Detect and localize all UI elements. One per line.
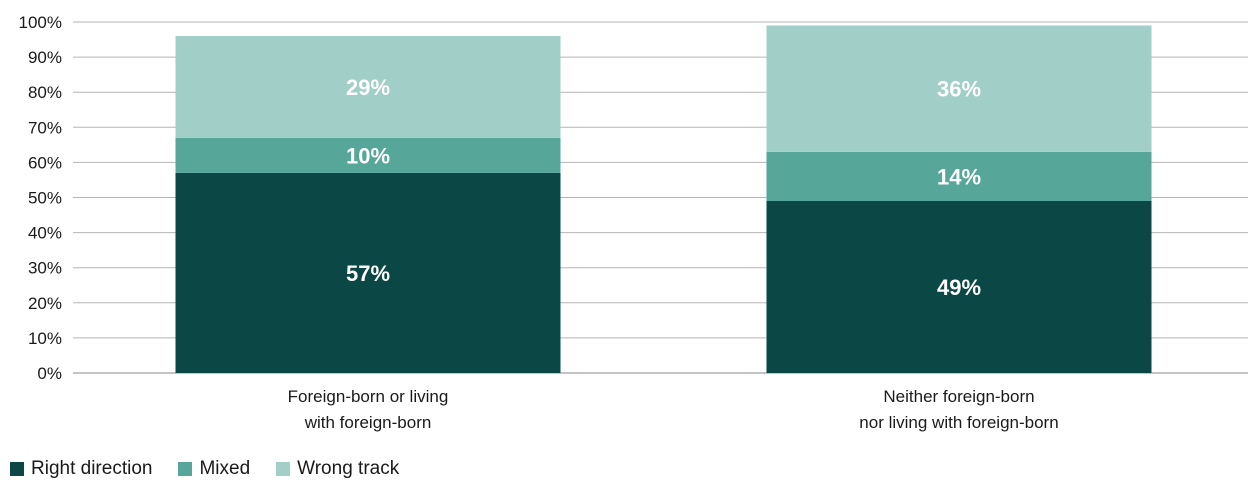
y-tick-label: 70% bbox=[28, 118, 62, 137]
legend-item-right-direction: Right direction bbox=[10, 458, 152, 480]
y-tick-label: 20% bbox=[28, 294, 62, 313]
bar-segment bbox=[175, 36, 561, 138]
stacked-bar-chart: 0% 10% 20% 30% 40% 50% 60% 70% 80% 90% 100% 57% 10% 2… bbox=[19, 13, 1248, 432]
y-tick-label: 60% bbox=[28, 153, 62, 172]
legend-item-mixed: Mixed bbox=[178, 458, 250, 480]
legend-swatch-right-direction bbox=[10, 462, 24, 476]
legend-label-wrong-track: Wrong track bbox=[297, 458, 400, 479]
y-tick-label: 30% bbox=[28, 259, 62, 278]
legend: Right direction Mixed Wrong track bbox=[10, 458, 425, 480]
y-tick-label: 0% bbox=[37, 364, 62, 383]
data-label: 49% bbox=[937, 275, 981, 300]
category-label: Foreign-born or living bbox=[288, 387, 449, 406]
data-label: 36% bbox=[937, 77, 981, 102]
legend-item-wrong-track: Wrong track bbox=[276, 458, 399, 480]
y-tick-label: 100% bbox=[19, 13, 62, 32]
data-label: 29% bbox=[346, 75, 390, 100]
bar-segment bbox=[766, 151, 1152, 202]
category-label: Neither foreign-born bbox=[883, 387, 1034, 406]
data-label: 57% bbox=[346, 261, 390, 286]
y-tick-label: 90% bbox=[28, 48, 62, 67]
legend-swatch-wrong-track bbox=[276, 462, 291, 476]
y-tick-label: 10% bbox=[28, 329, 62, 348]
bar-segment bbox=[766, 25, 1152, 152]
y-tick-label: 50% bbox=[28, 189, 62, 208]
data-label: 14% bbox=[937, 164, 981, 189]
y-tick-label: 80% bbox=[28, 83, 62, 102]
y-tick-label: 40% bbox=[28, 224, 62, 243]
bar-segment bbox=[175, 172, 561, 373]
data-label: 10% bbox=[346, 143, 390, 168]
bar-segment bbox=[766, 201, 1152, 373]
legend-swatch-mixed bbox=[178, 462, 193, 476]
category-label: nor living with foreign-born bbox=[859, 413, 1058, 432]
legend-label-right-direction: Right direction bbox=[31, 458, 153, 479]
legend-label-mixed: Mixed bbox=[199, 458, 251, 479]
bar-segment bbox=[175, 137, 561, 173]
category-label: with foreign-born bbox=[304, 413, 432, 432]
